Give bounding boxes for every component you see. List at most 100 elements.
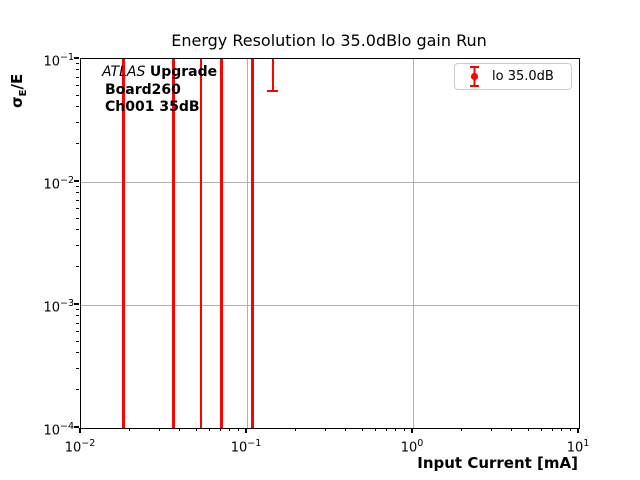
x-minor-tick [561,428,563,431]
x-minor-tick [219,428,221,431]
y-minor-tick [76,309,79,311]
legend: lo 35.0dB [454,63,572,90]
x-tick-label-10e-2: 10−2 [64,438,96,456]
tick-exponent: −3 [59,298,74,309]
tick-exponent: −1 [247,438,262,449]
x-minor-tick [490,428,492,431]
x-minor-tick [385,428,387,431]
y-axis-label-rest: /E [8,73,26,90]
x-major-tick-10e-2 [79,428,81,433]
y-tick-label-10e-3: 10−3 [43,298,74,316]
y-minor-tick [76,389,79,391]
y-axis-label-subscript: E [18,89,29,97]
x-minor-tick [208,428,210,431]
x-minor-tick [403,428,405,431]
error-bar-2 [199,59,203,428]
y-tick-label-10e-1: 10−1 [43,52,74,70]
y-minor-tick [76,229,79,231]
x-major-tick-10e0 [411,428,413,433]
annotation-experiment: ATLAS [102,64,146,80]
y-minor-tick [76,84,79,86]
gridline-y10e-2 [81,181,579,183]
x-minor-tick [511,428,513,431]
gridline-x10e0 [412,59,414,428]
y-minor-tick [76,217,79,219]
plot-area: ATLAS Upgrade Board260 Ch001 35dB lo 35.… [80,58,580,429]
annotation-tag: Upgrade [149,64,218,80]
tick-exponent: 0 [417,438,424,449]
x-minor-tick [345,428,347,431]
error-bar-5 [271,59,275,91]
annotation-line-1: ATLAS Upgrade [102,64,217,82]
errorbar-marker-icon [470,66,479,87]
error-bar-1 [172,59,175,428]
x-minor-tick [229,428,231,431]
y-axis-label: σE/E [8,74,29,108]
legend-label: lo 35.0dB [492,69,554,84]
gridline-y10e-3 [81,304,579,306]
annotation-board: Board260 [105,81,181,98]
x-minor-tick [551,428,553,431]
x-axis-label: Input Current [mA] [417,454,578,472]
y-minor-tick [76,352,79,354]
gridline-x10e-1 [246,59,248,428]
y-minor-tick [76,244,79,246]
x-tick-label-10e1: 101 [566,438,590,456]
x-minor-tick [374,428,376,431]
y-minor-tick [76,76,79,78]
y-tick-label-10e-4: 10−4 [43,421,74,439]
y-minor-tick [76,340,79,342]
y-minor-tick [76,63,79,65]
y-minor-tick [76,367,79,369]
x-major-tick-10e-1 [245,428,247,433]
y-major-tick-10e-3 [74,303,79,305]
tick-exponent: −2 [81,438,96,449]
x-minor-tick [295,428,297,431]
error-bar-5-cap-bottom [267,89,279,93]
x-major-tick-10e1 [577,428,579,433]
x-minor-tick [361,428,363,431]
x-minor-tick [129,428,131,431]
x-minor-tick [461,428,463,431]
tick-exponent: −2 [59,175,74,186]
y-minor-tick [76,69,79,71]
y-minor-tick [76,106,79,108]
y-minor-tick [76,330,79,332]
y-major-tick-10e-2 [74,180,79,182]
y-minor-tick [76,121,79,123]
annotation: ATLAS Upgrade Board260 Ch001 35dB [102,64,217,117]
x-minor-tick [158,428,160,431]
x-minor-tick [527,428,529,431]
y-minor-tick [76,186,79,188]
x-tick-label-10e-1: 10−1 [230,438,262,456]
annotation-channel: Ch001 35dB [105,99,200,115]
y-minor-tick [76,266,79,268]
y-minor-tick [76,322,79,324]
y-major-tick-10e-1 [74,57,79,59]
tick-exponent: −1 [59,52,74,63]
tick-exponent: 1 [583,438,590,449]
y-minor-tick [76,199,79,201]
chart-title: Energy Resolution lo 35.0dBlo gain Run [171,31,487,50]
x-tick-label-10e0: 100 [400,438,424,456]
y-major-tick-10e-4 [74,426,79,428]
x-minor-tick [569,428,571,431]
tick-exponent: −4 [59,421,74,432]
y-axis-label-sigma: σ [8,96,26,108]
x-minor-tick [324,428,326,431]
x-minor-tick [237,428,239,431]
x-minor-tick [179,428,181,431]
x-minor-tick [395,428,397,431]
error-bar-4 [251,59,254,428]
y-tick-label-10e-2: 10−2 [43,175,74,193]
y-minor-tick [76,192,79,194]
x-minor-tick [540,428,542,431]
y-minor-tick [76,143,79,145]
error-bar-0 [122,59,125,428]
error-bar-3 [220,59,223,428]
y-minor-tick [76,207,79,209]
y-minor-tick [76,315,79,317]
x-minor-tick [195,428,197,431]
y-minor-tick [76,94,79,96]
